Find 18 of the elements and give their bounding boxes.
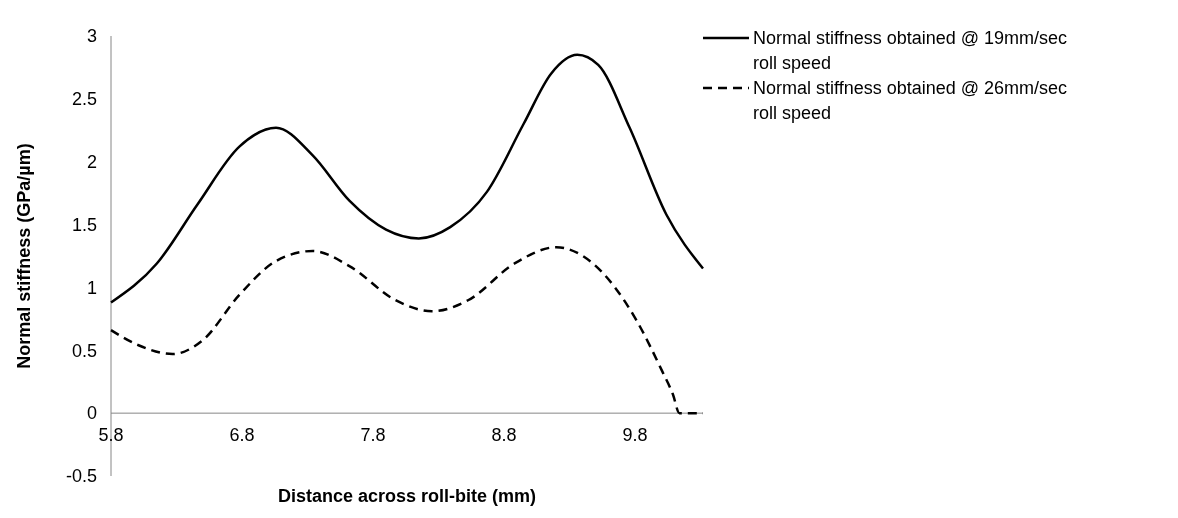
y-tick-label: 2.5 bbox=[71, 89, 97, 110]
y-tick-label: 3 bbox=[86, 26, 97, 47]
y-tick-label: 1.5 bbox=[71, 214, 97, 235]
legend-label: Normal stiffness obtained @ 26mm/sec roll speed bbox=[753, 78, 1068, 124]
y-tick-label: 1 bbox=[86, 277, 97, 298]
x-axis-title: Distance across roll-bite (mm) bbox=[277, 486, 537, 506]
x-tick-label: 9.8 bbox=[622, 425, 648, 446]
y-tick-label: 2 bbox=[86, 152, 97, 173]
y-tick-label: -0.5 bbox=[65, 466, 97, 487]
legend-label: Normal stiffness obtained @ 19mm/sec roll speed bbox=[753, 28, 1068, 74]
y-tick-label: 0.5 bbox=[71, 340, 97, 361]
x-tick-label: 5.8 bbox=[98, 425, 124, 446]
line-series bbox=[109, 53, 705, 304]
x-tick-label: 6.8 bbox=[229, 425, 255, 446]
x-tick-label: 8.8 bbox=[491, 425, 517, 446]
x-tick-label: 7.8 bbox=[360, 425, 386, 446]
y-axis-title: Normal stiffness (GPa/µm) bbox=[14, 143, 34, 369]
y-tick-label: 0 bbox=[86, 403, 97, 424]
